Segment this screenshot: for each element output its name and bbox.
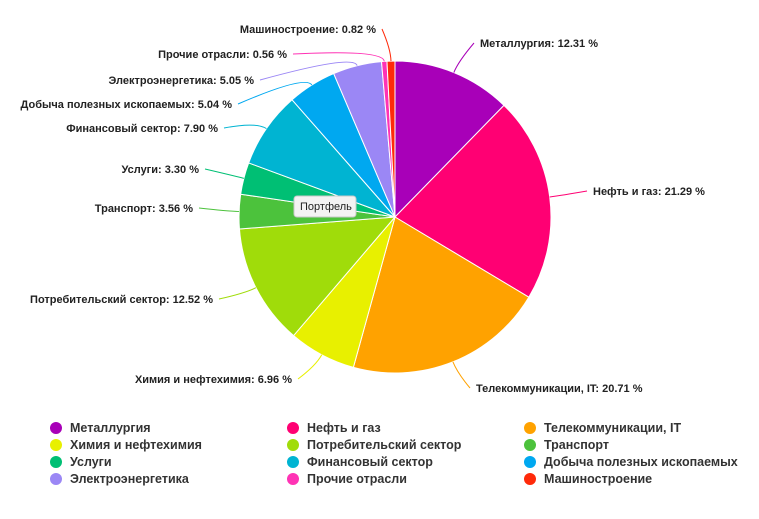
slice-label-11: Прочие отрасли: 0.56 %: [158, 49, 287, 61]
leader-line-3: [452, 361, 471, 389]
legend-label: Электроэнергетика: [70, 471, 189, 486]
legend-label: Финансовый сектор: [307, 454, 433, 469]
legend-marker: [50, 455, 62, 468]
slice-labels: Металлургия: 12.31 % Нефть и газ: 21.29 %…: [21, 24, 706, 395]
leader-line-10: [259, 61, 358, 81]
tooltip: Портфель: [293, 195, 357, 218]
leader-line-11: [292, 52, 385, 62]
leader-line-7: [204, 168, 244, 179]
legend-marker: [50, 438, 62, 451]
legend-marker: [287, 472, 299, 485]
leader-line-9: [237, 81, 313, 105]
leader-line-1: [453, 42, 475, 73]
legend-label: Машиностроение: [544, 471, 653, 486]
leader-line-4: [297, 354, 323, 380]
legend-item-4[interactable]: Химия и нефтехимия: [50, 436, 287, 453]
leader-line-6: [198, 207, 240, 213]
leader-lines: [198, 28, 588, 389]
legend-label: Химия и нефтехимия: [70, 437, 202, 452]
slice-1[interactable]: [394, 60, 505, 219]
legend-label: Транспорт: [544, 437, 610, 452]
legend-label: Металлургия: [70, 420, 151, 435]
slice-label-7: Услуги: 3.30 %: [121, 164, 199, 176]
slice-label-8: Финансовый сектор: 7.90 %: [66, 123, 218, 135]
legend-label: Нефть и газ: [307, 420, 381, 435]
legend-marker: [287, 421, 299, 434]
slice-label-12: Машиностроение: 0.82 %: [240, 24, 376, 36]
legend-item-12[interactable]: Машиностроение: [524, 470, 759, 487]
legend-marker: [524, 472, 536, 485]
legend-item-10[interactable]: Электроэнергетика: [50, 470, 287, 487]
leader-line-8: [223, 124, 267, 130]
slice-label-1: Металлургия: 12.31 %: [480, 38, 598, 50]
legend-marker: [50, 421, 62, 434]
slice-label-9: Добыча полезных ископаемых: 5.04 %: [21, 99, 233, 111]
tooltip-box: [293, 195, 357, 218]
legend-label: Потребительский сектор: [307, 437, 462, 452]
legend-item-1[interactable]: Металлургия: [50, 419, 287, 436]
slice-5[interactable]: [238, 216, 397, 337]
legend-item-2[interactable]: Нефть и газ: [287, 419, 524, 436]
legend-item-7[interactable]: Услуги: [50, 453, 287, 470]
legend-item-8[interactable]: Финансовый сектор: [287, 453, 524, 470]
legend-marker: [287, 455, 299, 468]
legend-item-5[interactable]: Потребительский сектор: [287, 436, 524, 453]
legend-label: Прочие отрасли: [307, 471, 407, 486]
legend-marker: [524, 421, 536, 434]
pie-slices: [238, 60, 552, 374]
slice-label-10: Электроэнергетика: 5.05 %: [108, 75, 254, 87]
legend-label: Телекоммуникации, IT: [544, 420, 682, 435]
slice-label-2: Нефть и газ: 21.29 %: [593, 186, 705, 198]
slice-3[interactable]: [352, 216, 530, 374]
legend-marker: [524, 455, 536, 468]
legend-marker: [524, 438, 536, 451]
tooltip-text: Портфель: [300, 201, 352, 213]
slice-label-4: Химия и нефтехимия: 6.96 %: [135, 374, 292, 386]
legend-item-11[interactable]: Прочие отрасли: [287, 470, 524, 487]
legend-item-3[interactable]: Телекоммуникации, IT: [524, 419, 759, 436]
leader-line-12: [381, 28, 392, 62]
legend-item-9[interactable]: Добыча полезных ископаемых: [524, 453, 759, 470]
legend: Металлургия Нефть и газ Телекоммуникации, …: [50, 419, 759, 487]
slice-label-3: Телекоммуникации, IT: 20.71 %: [476, 383, 643, 395]
legend-marker: [50, 472, 62, 485]
slice-2[interactable]: [394, 104, 552, 298]
slice-label-6: Транспорт: 3.56 %: [95, 203, 193, 215]
slice-label-5: Потребительский сектор: 12.52 %: [30, 294, 213, 306]
legend-label: Добыча полезных ископаемых: [544, 454, 738, 469]
legend-item-6[interactable]: Транспорт: [524, 436, 759, 453]
legend-label: Услуги: [70, 454, 112, 469]
leader-line-2: [549, 190, 588, 198]
leader-line-5: [218, 287, 257, 300]
legend-marker: [287, 438, 299, 451]
